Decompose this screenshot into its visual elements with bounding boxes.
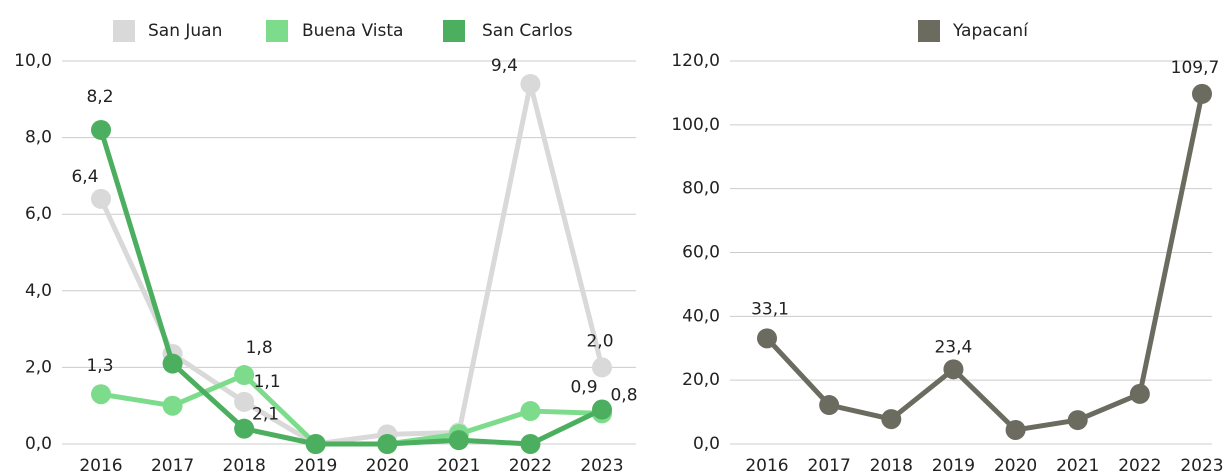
- y-tick-label: 100,0: [671, 115, 720, 135]
- data-point: [1067, 410, 1088, 431]
- legend-label: San Juan: [148, 21, 222, 41]
- data-point: [377, 434, 398, 454]
- legend-swatch: [113, 20, 135, 42]
- x-tick-label: 2020: [366, 456, 409, 473]
- data-point: [592, 399, 612, 420]
- data-point: [448, 430, 469, 451]
- data-point: [520, 434, 541, 454]
- x-tick-label: 2016: [79, 456, 122, 473]
- data-point: [520, 401, 541, 422]
- data-point: [943, 359, 964, 380]
- series-line: [98, 81, 605, 447]
- data-label: 23,4: [934, 337, 972, 357]
- data-label: 2,1: [252, 405, 279, 425]
- data-point: [592, 357, 612, 378]
- y-tick-label: 10,0: [14, 51, 52, 71]
- data-label: 1,3: [86, 356, 113, 376]
- y-tick-label: 8,0: [25, 128, 52, 148]
- x-tick-label: 2017: [151, 456, 194, 473]
- y-tick-label: 60,0: [682, 243, 720, 263]
- data-point: [881, 409, 902, 430]
- data-label: 9,4: [491, 56, 518, 76]
- data-point: [162, 395, 183, 416]
- data-point: [819, 395, 840, 416]
- data-point: [1129, 383, 1150, 404]
- x-tick-label: 2018: [870, 456, 913, 473]
- x-tick-label: 2021: [437, 456, 480, 473]
- data-label: 33,1: [751, 299, 789, 319]
- y-tick-label: 20,0: [682, 370, 720, 390]
- x-tick-label: 2021: [1056, 456, 1099, 473]
- legend-label: Buena Vista: [302, 21, 403, 41]
- x-tick-label: 2019: [294, 456, 337, 473]
- x-tick-label: 2022: [509, 456, 552, 473]
- data-point: [91, 188, 111, 209]
- data-label: 1,8: [246, 338, 273, 358]
- x-tick-label: 2023: [1180, 456, 1223, 473]
- y-tick-label: 6,0: [25, 204, 52, 224]
- data-point: [305, 434, 326, 454]
- data-point: [234, 391, 255, 412]
- data-point: [91, 384, 111, 405]
- data-label: 2,0: [586, 331, 613, 351]
- data-point: [520, 73, 541, 94]
- data-label: 0,8: [610, 385, 637, 405]
- x-tick-label: 2017: [808, 456, 851, 473]
- x-tick-label: 2022: [1118, 456, 1161, 473]
- data-point: [162, 353, 183, 374]
- data-label: 8,2: [86, 87, 113, 107]
- legend-label: San Carlos: [482, 21, 573, 41]
- legend-label: Yapacaní: [952, 21, 1029, 41]
- data-point: [91, 119, 111, 140]
- x-tick-label: 2020: [994, 456, 1037, 473]
- x-tick-label: 2019: [932, 456, 975, 473]
- data-point: [1005, 419, 1026, 440]
- data-label: 109,7: [1171, 58, 1220, 78]
- legend-swatch: [266, 20, 288, 42]
- y-tick-label: 0,0: [25, 434, 52, 454]
- data-point: [234, 365, 255, 386]
- data-label: 6,4: [71, 167, 98, 187]
- data-label: 1,1: [254, 372, 281, 392]
- legend-swatch: [918, 20, 940, 42]
- y-tick-label: 0,0: [693, 434, 720, 454]
- x-tick-label: 2018: [223, 456, 266, 473]
- data-point: [1192, 83, 1212, 104]
- data-label: 0,9: [570, 378, 597, 398]
- series-line: [98, 129, 604, 447]
- series-line: [765, 93, 1205, 433]
- y-tick-label: 40,0: [682, 306, 720, 326]
- y-tick-label: 4,0: [25, 281, 52, 301]
- data-point: [757, 328, 777, 349]
- y-tick-label: 120,0: [671, 51, 720, 71]
- legend-swatch: [443, 20, 465, 42]
- data-point: [234, 418, 255, 439]
- x-tick-label: 2023: [580, 456, 623, 473]
- x-tick-label: 2016: [745, 456, 788, 473]
- y-tick-label: 80,0: [682, 179, 720, 199]
- y-tick-label: 2,0: [25, 357, 52, 377]
